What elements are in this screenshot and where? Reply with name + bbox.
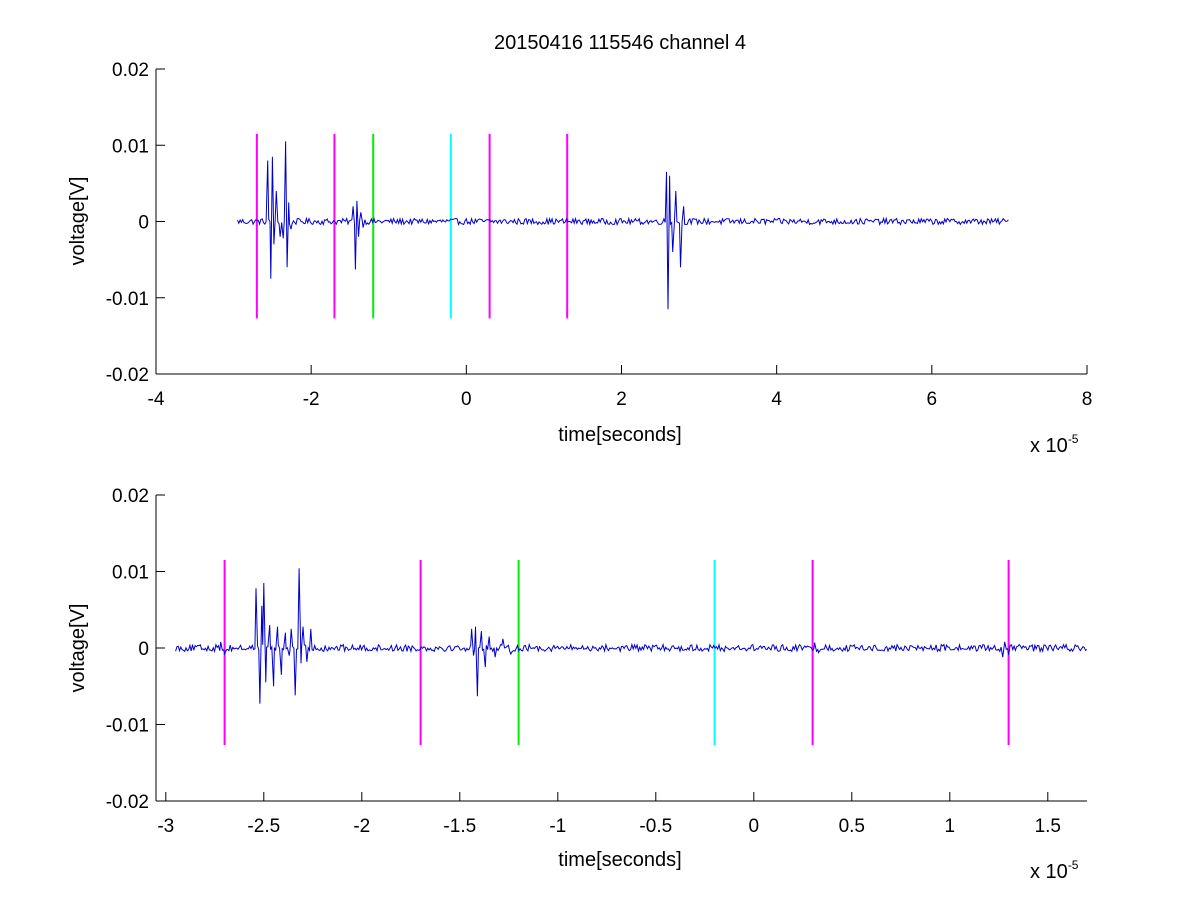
x-tick-label: 0 (461, 389, 472, 410)
x-tick-label: 6 (927, 389, 938, 410)
x-tick-label: -2 (353, 816, 370, 837)
x-tick-label: 0 (749, 816, 760, 837)
y-tick-label: 0.01 (112, 563, 149, 584)
signal-trace (175, 568, 1088, 704)
x-tick-label: -2 (303, 389, 320, 410)
y-tick-label: -0.01 (106, 289, 149, 310)
x-tick-label: -1.5 (443, 816, 476, 837)
y-tick-label: 0 (138, 213, 149, 234)
tick-marks: -4 -2 0 2 4 6 8 0.02 0.01 0 -0.01 -0.02 (106, 60, 1093, 410)
x-tick-label: -1 (549, 816, 566, 837)
y-tick-label: -0.02 (106, 365, 149, 386)
x-axis-label: time[seconds] (558, 424, 681, 446)
y-tick-label: 0 (138, 639, 149, 660)
x-tick-label: -3 (157, 816, 174, 837)
y-tick-label: -0.01 (106, 716, 149, 737)
tick-marks: -3 -2.5 -2 -1.5 -1 -0.5 0 0.5 1 1.5 0.02 0.01 0 -0.01… (106, 486, 1061, 837)
x-tick-label: 8 (1082, 389, 1093, 410)
y-tick-label: 0.02 (112, 486, 149, 507)
y-tick-label: 0.02 (112, 60, 149, 81)
y-axis-label: voltage[V] (67, 177, 89, 266)
chart-title: 20150416 115546 channel 4 (494, 32, 746, 54)
top-axes: -4 -2 0 2 4 6 8 0.02 0.01 0 -0.01 -0.02 time[second… (67, 60, 1092, 457)
x-tick-label: -2.5 (247, 816, 280, 837)
x-tick-label: 4 (771, 389, 782, 410)
y-tick-label: 0.01 (112, 136, 149, 157)
x-tick-label: 1.5 (1035, 816, 1061, 837)
x-tick-label: 1 (945, 816, 956, 837)
y-tick-label: -0.02 (106, 792, 149, 813)
y-axis-label: voltage[V] (67, 604, 89, 693)
x-tick-label: -4 (148, 389, 165, 410)
x-exponent-label: x 10-5 (1030, 858, 1079, 883)
bottom-axes: -3 -2.5 -2 -1.5 -1 -0.5 0 0.5 1 1.5 0.02 0.01 0 -0.01… (67, 486, 1088, 883)
marker-lines (255, 133, 569, 319)
x-tick-label: 2 (616, 389, 627, 410)
x-axis-label: time[seconds] (558, 849, 681, 871)
x-tick-label: 0.5 (839, 816, 865, 837)
x-exponent-label: x 10-5 (1030, 432, 1079, 457)
x-tick-label: -0.5 (639, 816, 672, 837)
signal-trace (237, 141, 1009, 310)
